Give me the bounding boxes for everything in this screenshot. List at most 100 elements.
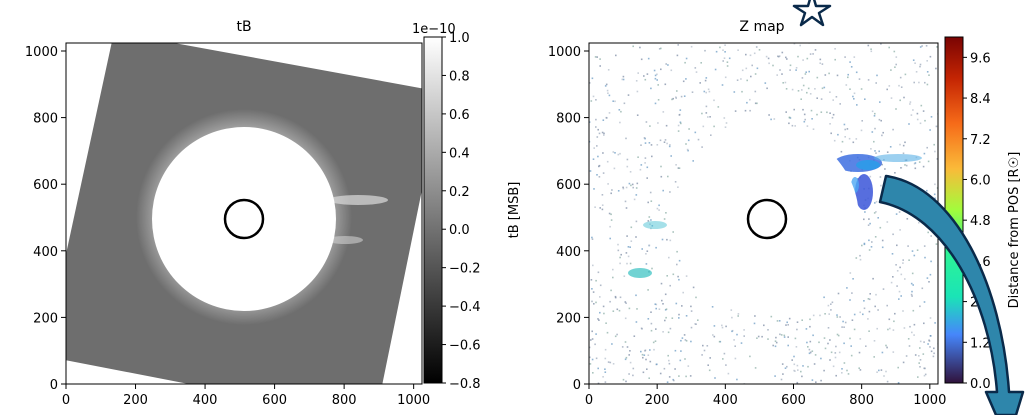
scatter-dot	[591, 77, 594, 80]
scatter-dot	[780, 378, 783, 381]
scatter-dot	[882, 41, 884, 43]
scatter-dot	[880, 119, 882, 122]
scatter-dot	[654, 102, 657, 105]
scatter-dot	[890, 69, 892, 71]
scatter-dot	[787, 324, 789, 326]
scatter-dot	[904, 73, 907, 76]
colorbar-tick: −0.4	[442, 300, 481, 315]
scatter-dot	[643, 137, 646, 139]
scatter-dot	[774, 345, 777, 348]
scatter-dot	[800, 98, 802, 100]
scatter-dot	[670, 155, 672, 157]
scatter-dot	[679, 359, 682, 362]
scatter-dot	[878, 369, 880, 372]
scatter-dot	[841, 140, 844, 143]
scatter-dot	[883, 375, 885, 377]
scatter-dot	[858, 367, 860, 369]
scatter-dot	[820, 357, 822, 360]
x-tick: 0	[585, 384, 593, 408]
scatter-dot	[589, 356, 591, 359]
colorbar-tick: 0.6	[442, 108, 470, 123]
scatter-dot	[818, 341, 820, 344]
scatter-dot	[846, 287, 848, 289]
scatter-dot	[789, 64, 792, 67]
scatter-dot	[847, 73, 849, 76]
scatter-dot	[929, 55, 932, 58]
scatter-dot	[864, 98, 866, 100]
tb-bright-streamer	[328, 195, 388, 205]
scatter-dot	[853, 56, 856, 58]
scatter-dot	[869, 222, 871, 225]
scatter-dot	[655, 246, 657, 249]
scatter-dot	[658, 48, 661, 50]
scatter-dot	[881, 246, 884, 249]
scatter-dot	[811, 118, 813, 120]
scatter-dot	[859, 254, 861, 257]
scatter-dot	[796, 328, 798, 331]
scatter-dot	[930, 260, 932, 263]
scatter-dot	[827, 327, 830, 329]
scatter-dot	[874, 112, 876, 115]
y-tick: 1000	[548, 45, 589, 60]
scatter-dot	[606, 89, 609, 92]
scatter-dot	[647, 318, 650, 320]
scatter-dot	[929, 317, 932, 319]
scatter-dot	[837, 334, 840, 337]
scatter-dot	[932, 355, 935, 358]
scatter-dot	[746, 101, 748, 104]
scatter-dot	[765, 55, 768, 58]
scatter-dot	[635, 236, 637, 238]
scatter-dot	[657, 99, 660, 101]
scatter-dot	[892, 276, 894, 278]
scatter-dot	[694, 67, 697, 69]
panel-tb-title: tB	[236, 19, 251, 35]
scatter-dot	[593, 147, 595, 149]
scatter-dot	[881, 134, 883, 137]
scatter-dot	[939, 277, 941, 279]
scatter-dot	[744, 109, 747, 112]
scatter-dot	[919, 347, 921, 349]
scatter-dot	[607, 92, 609, 94]
y-tick-label: 800	[33, 112, 58, 127]
scatter-dot	[635, 294, 637, 297]
scatter-dot	[583, 175, 585, 177]
scatter-dot	[844, 136, 846, 138]
scatter-dot	[868, 330, 870, 332]
scatter-dot	[626, 235, 628, 237]
scatter-dot	[666, 142, 668, 145]
scatter-dot	[668, 145, 671, 148]
scatter-dot	[757, 335, 760, 338]
scatter-dot	[595, 126, 597, 128]
scatter-dot	[876, 74, 878, 77]
scatter-dot	[927, 231, 929, 234]
scatter-dot	[812, 334, 814, 337]
scatter-dot	[806, 40, 808, 42]
scatter-dot	[849, 299, 851, 301]
scatter-dot	[795, 69, 797, 71]
scatter-dot	[650, 200, 653, 202]
scatter-dot	[777, 55, 780, 58]
scatter-dot	[922, 165, 925, 168]
scatter-dot	[687, 149, 689, 152]
scatter-dot	[836, 316, 839, 318]
scatter-dot	[753, 52, 756, 55]
scatter-dot	[579, 202, 581, 204]
scatter-dot	[911, 250, 914, 252]
scatter-dot	[749, 109, 751, 112]
scatter-dot	[819, 62, 821, 64]
scatter-dot	[677, 124, 680, 127]
scatter-dot	[767, 57, 770, 60]
x-tick: 800	[849, 384, 874, 408]
scatter-dot	[736, 79, 739, 81]
scatter-dot	[784, 81, 787, 84]
scatter-dot	[705, 91, 707, 94]
scatter-dot	[632, 374, 634, 377]
scatter-dot	[603, 132, 605, 135]
scatter-dot	[904, 141, 906, 144]
scatter-dot	[604, 85, 607, 87]
scatter-dot	[701, 146, 703, 148]
scatter-dot	[666, 238, 668, 241]
scatter-dot	[926, 83, 929, 86]
scatter-dot	[936, 46, 938, 48]
scatter-dot	[676, 263, 678, 266]
